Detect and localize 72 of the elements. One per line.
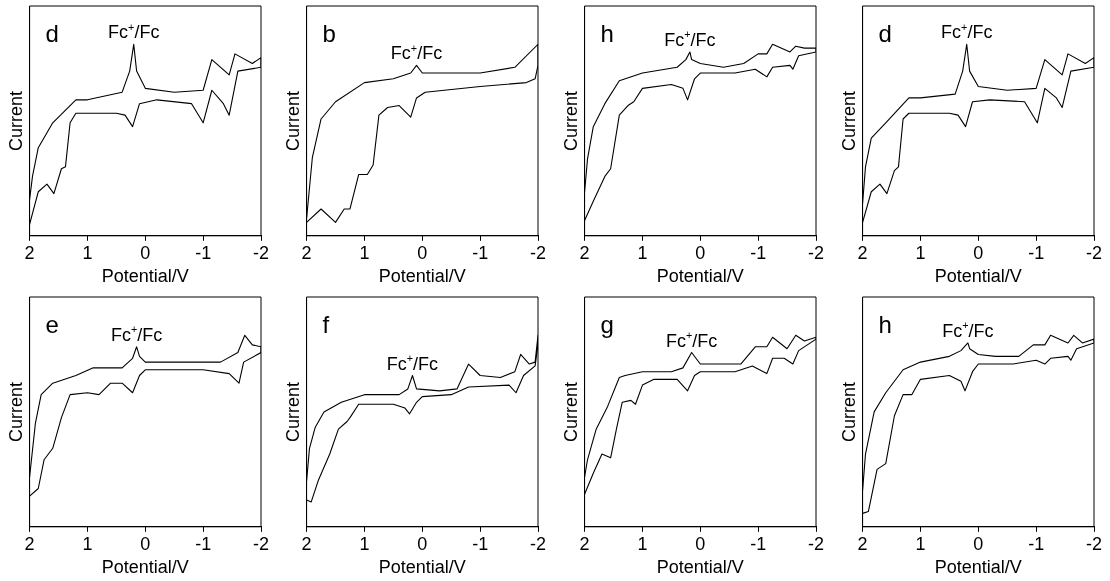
x-tick-label: 2 [24, 242, 35, 263]
annotation: Fc+/Fc [110, 323, 163, 345]
annotation: Fc+/Fc [390, 41, 443, 64]
chart-title: d [878, 20, 892, 47]
x-tick-label: -1 [1028, 533, 1045, 554]
x-tick-label: 0 [695, 533, 706, 554]
annotation: Fc+/Fc [665, 328, 718, 351]
chart-title: b [322, 20, 336, 47]
annotation: Fc+/Fc [941, 20, 993, 43]
y-axis-title: Current [5, 381, 26, 442]
annotation: Fc+/Fc [108, 20, 160, 43]
x-axis-title: Potential/V [378, 266, 466, 287]
chart-title: d [45, 20, 59, 47]
x-axis-title: Potential/V [934, 266, 1022, 287]
annotation: Fc+/Fc [664, 28, 716, 50]
x-tick-label: 1 [915, 533, 926, 554]
x-tick-label: 1 [82, 533, 93, 554]
x-axis-title: Potential/V [656, 266, 744, 287]
x-tick-label: -1 [1028, 242, 1045, 263]
y-axis-title: Current [560, 381, 581, 442]
x-tick-label: 1 [82, 242, 93, 263]
x-tick-label: 2 [579, 533, 590, 554]
chart-title: e [45, 311, 59, 338]
x-tick-label: 0 [140, 533, 151, 554]
x-tick-label: 2 [857, 242, 868, 263]
x-axis-title: Potential/V [378, 557, 466, 578]
x-tick-label: 0 [140, 242, 151, 263]
x-tick-label: -2 [252, 242, 270, 263]
y-axis-title: Current [5, 90, 26, 151]
chart-title: f [322, 311, 330, 338]
x-tick-label: 1 [359, 533, 370, 554]
chart-title: g [600, 311, 614, 338]
x-tick-label: -1 [195, 242, 212, 263]
x-axis-title: Potential/V [934, 557, 1022, 578]
x-tick-label: 0 [973, 533, 984, 554]
y-axis-title: Current [838, 381, 859, 442]
x-axis-title: Potential/V [656, 557, 744, 578]
y-axis-title: Current [838, 90, 859, 151]
x-tick-label: 2 [857, 533, 868, 554]
x-tick-label: 2 [301, 533, 312, 554]
annotation: Fc+/Fc [386, 351, 439, 374]
x-tick-label: -1 [195, 533, 212, 554]
x-tick-label: 1 [637, 533, 648, 554]
y-axis-title: Current [560, 90, 581, 151]
x-tick-label: -2 [1085, 242, 1103, 263]
x-tick-label: -2 [807, 242, 825, 263]
x-tick-label: 1 [359, 242, 370, 263]
x-tick-label: 0 [417, 533, 428, 554]
x-tick-label: 0 [417, 242, 428, 263]
y-axis-title: Current [282, 381, 303, 442]
annotation: Fc+/Fc [942, 319, 994, 341]
x-tick-label: -1 [750, 533, 767, 554]
x-tick-label: -1 [750, 242, 767, 263]
x-tick-label: -2 [529, 533, 547, 554]
x-tick-label: -1 [472, 533, 489, 554]
x-tick-label: -2 [252, 533, 270, 554]
x-tick-label: 1 [637, 242, 648, 263]
x-tick-label: 2 [579, 242, 590, 263]
x-axis-title: Potential/V [101, 266, 189, 287]
x-tick-label: -2 [807, 533, 825, 554]
x-tick-label: -2 [529, 242, 547, 263]
chart-title: h [600, 20, 614, 47]
y-axis-title: Current [282, 90, 303, 151]
x-tick-label: 1 [915, 242, 926, 263]
x-tick-label: -2 [1085, 533, 1103, 554]
chart-title: h [878, 311, 892, 338]
x-tick-label: 0 [695, 242, 706, 263]
x-axis-title: Potential/V [101, 557, 189, 578]
x-tick-label: 2 [24, 533, 35, 554]
x-tick-label: -1 [472, 242, 489, 263]
x-tick-label: 0 [973, 242, 984, 263]
x-tick-label: 2 [301, 242, 312, 263]
